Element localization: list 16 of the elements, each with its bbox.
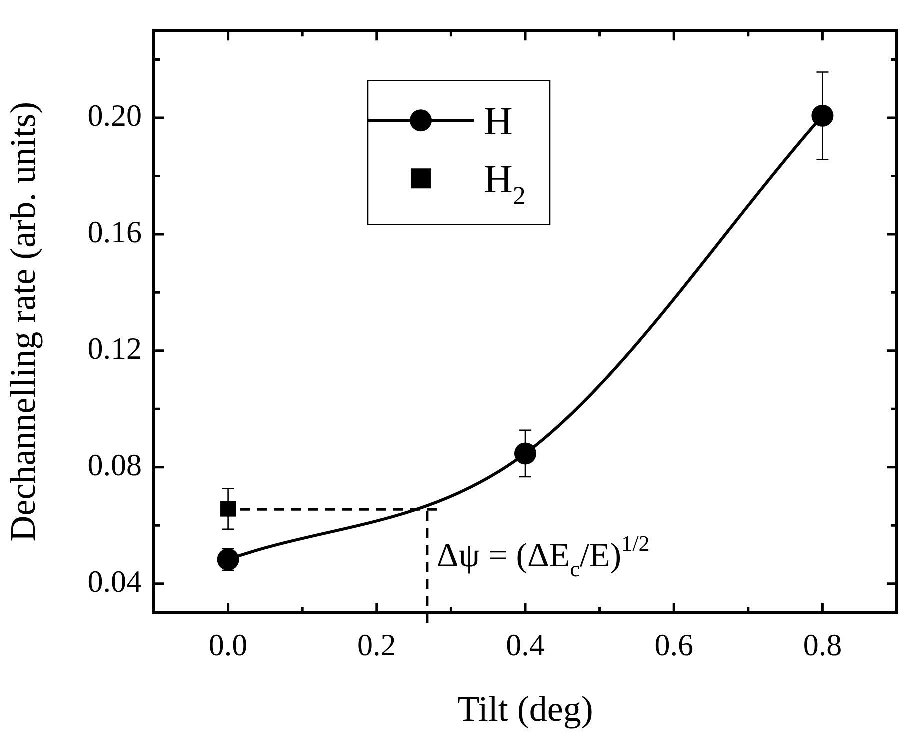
point [812,104,834,127]
y-tick-label: 0.12 [88,331,142,366]
x-tick-label: 0.4 [506,628,546,663]
x-tick-label: 0.6 [654,628,694,663]
legend-label: H [484,98,513,144]
y-tick-label: 0.08 [88,448,142,483]
point [220,501,236,517]
x-axis-title: Tilt (deg) [458,688,594,729]
x-tick-label: 0.0 [208,628,248,663]
y-axis-title: Dechannelling rate (arb. units) [3,102,44,542]
y-tick-label: 0.04 [88,564,142,600]
x-tick-label: 0.8 [803,628,842,663]
y-tick-label: 0.16 [88,214,142,250]
y-tick-label: 0.20 [88,98,142,134]
point [514,442,536,465]
x-tick-label: 0.2 [358,628,396,663]
